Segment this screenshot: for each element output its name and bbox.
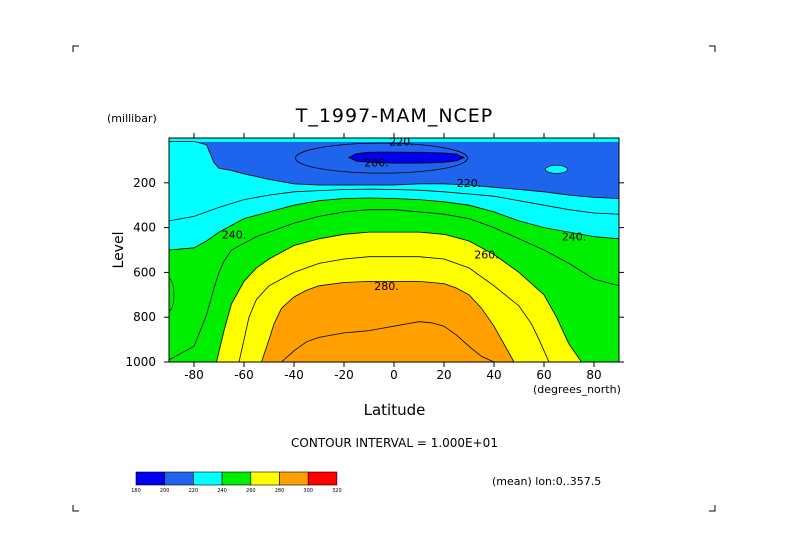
colorbar-legend: 180 200 220 240 260 280 300 320	[131, 471, 342, 494]
contour-label: 240.	[562, 231, 587, 244]
x-tick-label: 80	[586, 368, 601, 382]
contour-line-T-250	[169, 209, 619, 361]
colorbar-swatch	[135, 471, 166, 486]
contour-label: 220.	[457, 177, 482, 190]
x-tick-label: 60	[536, 368, 551, 382]
y-axis-units: (millibar)	[107, 112, 157, 125]
colorbar-level-label: 200	[160, 488, 170, 494]
contour-label: 240.	[222, 228, 247, 241]
colorbar-level-label: 180	[131, 488, 141, 494]
contour-label-layer: 200.220.220.240. 240.260.280.	[222, 135, 587, 292]
y-tick-label: 200	[133, 176, 156, 190]
contour-line-T-240	[169, 197, 619, 251]
colorbar-swatch	[164, 471, 194, 486]
y-axis-title: Level	[111, 232, 127, 269]
x-tick-label: 20	[436, 368, 451, 382]
y-tick-label: 800	[133, 310, 156, 324]
x-axis-title: Latitude	[363, 401, 426, 419]
contour-label: 200.	[364, 157, 389, 170]
colorbar-swatch	[193, 471, 223, 486]
y-tick-label: 400	[133, 221, 156, 235]
contour-line-T-280	[261, 281, 515, 362]
contour-line-T-220	[169, 141, 619, 199]
colorbar-level-label: 280	[275, 488, 285, 494]
contour-line-T-210	[295, 142, 468, 174]
colorbar-swatch	[307, 471, 338, 486]
x-tick-label: -80	[184, 368, 204, 382]
colorbar-swatch	[250, 471, 280, 486]
contour-line-T-290	[281, 321, 495, 362]
colorbar-level-label: 300	[303, 488, 313, 494]
x-tick-label: 40	[486, 368, 501, 382]
colorbar-swatch	[279, 471, 309, 486]
contour-line-T-200	[348, 151, 465, 164]
band-180-200	[349, 152, 464, 164]
y-tick-label: 600	[133, 265, 156, 279]
cyan-pocket	[545, 165, 568, 174]
page-corner-marks	[72, 45, 716, 512]
contour-fill-layer	[169, 138, 619, 362]
chart-title: T_1997-MAM_NCEP	[295, 105, 494, 127]
green-pocket	[169, 278, 175, 312]
x-axis-units: (degrees_north)	[533, 383, 621, 396]
band-280-300	[261, 281, 514, 362]
y-axis: 200 400 600 800 1000	[125, 176, 624, 369]
contour-label: 280.	[374, 280, 399, 293]
contour-interval-note: CONTOUR INTERVAL = 1.000E+01	[291, 436, 498, 450]
x-axis: -80 -60 -40 -20 0 20 40 60 80	[184, 133, 602, 382]
contour-label: 220.	[389, 135, 414, 148]
contour-label: 260.	[474, 248, 499, 261]
x-tick-label: 0	[390, 368, 398, 382]
mean-longitude-note: (mean) lon:0..357.5	[492, 475, 602, 488]
colorbar-level-label: 240	[217, 488, 227, 494]
colorbar-level-label: 220	[189, 488, 199, 494]
x-tick-label: -60	[234, 368, 254, 382]
contour-line-T-260	[216, 231, 582, 362]
contour-line-layer	[169, 141, 619, 362]
contour-line-T-270	[238, 256, 550, 362]
y-tick-label: 1000	[125, 355, 156, 369]
colorbar-level-label: 320	[332, 488, 342, 494]
colorbar-level-label: 260	[246, 488, 256, 494]
band-top-cyan	[169, 138, 619, 142]
x-tick-label: -20	[334, 368, 354, 382]
colorbar-swatch	[221, 471, 252, 486]
x-tick-label: -40	[284, 368, 304, 382]
contour-line-T-230	[169, 188, 619, 222]
